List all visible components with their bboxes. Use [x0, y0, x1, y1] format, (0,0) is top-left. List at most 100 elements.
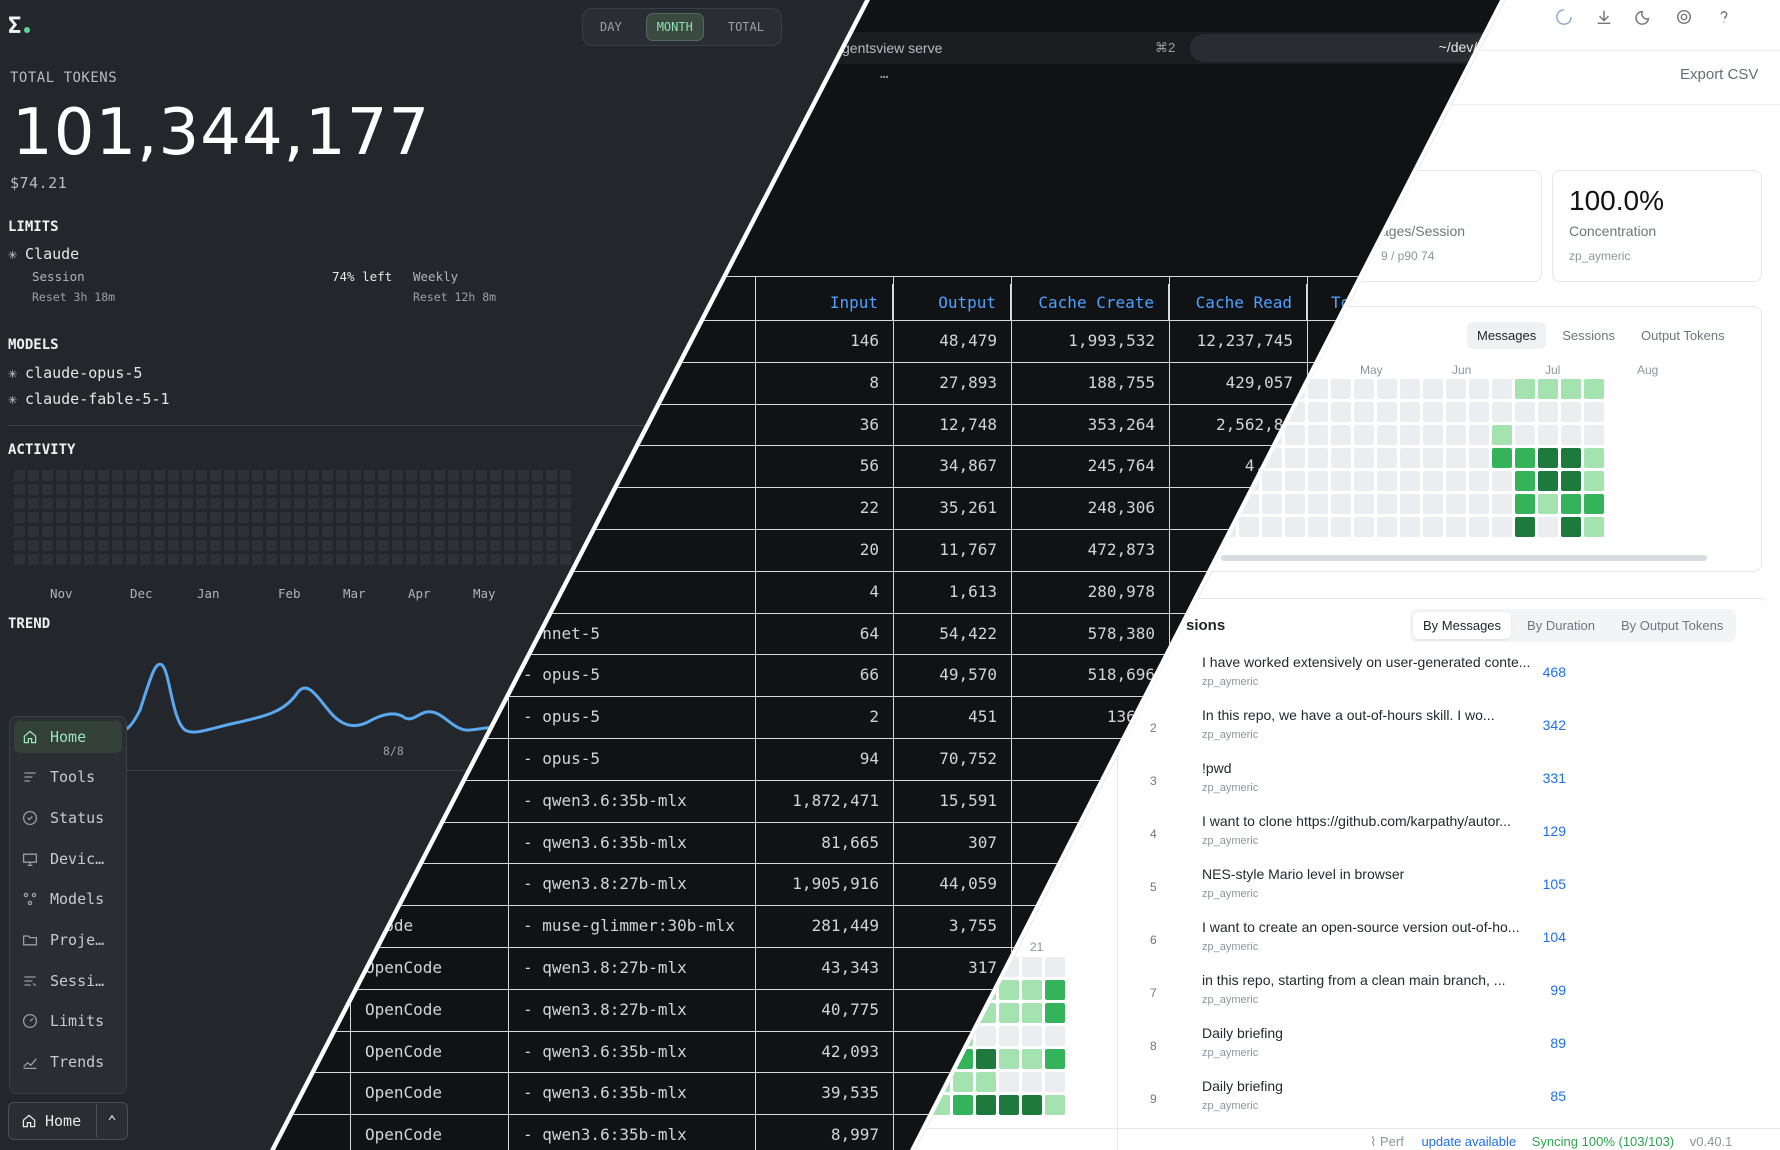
heatmap-cell[interactable]	[1045, 1003, 1065, 1023]
export-csv-button[interactable]: Export CSV	[1680, 66, 1759, 83]
heatmap-cell[interactable]	[1400, 494, 1420, 514]
heatmap-cell[interactable]	[1538, 425, 1558, 445]
heatmap-cell[interactable]	[1423, 471, 1443, 491]
heatmap-cell[interactable]	[1331, 448, 1351, 468]
heatmap-cell[interactable]	[1538, 517, 1558, 537]
heatmap-cell[interactable]	[1515, 379, 1535, 399]
heatmap-cell[interactable]	[1400, 379, 1420, 399]
heatmap-cell[interactable]	[1308, 517, 1328, 537]
nav-item-folder[interactable]: Proje…	[10, 920, 126, 961]
nav-item-tools[interactable]: Tools	[10, 757, 126, 798]
heatmap-cell[interactable]	[1308, 402, 1328, 422]
session-row[interactable]: 7 in this repo, starting from a clean ma…	[1150, 968, 1580, 1021]
heatmap-cell[interactable]	[1515, 425, 1535, 445]
heatmap-cell[interactable]	[1331, 517, 1351, 537]
heatmap-cell[interactable]	[1584, 379, 1604, 399]
heatmap-cell[interactable]	[1423, 494, 1443, 514]
heatmap-cell[interactable]	[1492, 448, 1512, 468]
heatmap-cell[interactable]	[1492, 402, 1512, 422]
tab-by-duration[interactable]: By Duration	[1527, 618, 1595, 633]
column-header[interactable]: Output	[893, 284, 1011, 320]
heatmap-cell[interactable]	[1308, 425, 1328, 445]
home-switcher-button[interactable]: Home ⌃	[8, 1102, 128, 1140]
heatmap-cell[interactable]	[1262, 471, 1282, 491]
heatmap-cell[interactable]	[976, 1072, 996, 1092]
heatmap-cell[interactable]	[1469, 494, 1489, 514]
heatmap-cell[interactable]	[999, 1026, 1019, 1046]
heatmap-cell[interactable]	[1331, 402, 1351, 422]
heatmap-cell[interactable]	[1308, 494, 1328, 514]
heatmap-cell[interactable]	[1308, 448, 1328, 468]
heatmap-cell[interactable]	[1423, 517, 1443, 537]
column-header[interactable]: Cache Read	[1169, 284, 1307, 320]
gear-icon[interactable]	[1675, 8, 1693, 26]
heatmap-cell[interactable]	[1022, 1072, 1042, 1092]
heatmap-cell[interactable]	[953, 1072, 973, 1092]
heatmap-cell[interactable]	[1584, 448, 1604, 468]
heatmap-cell[interactable]	[1538, 402, 1558, 422]
terminal-tab-title[interactable]: gentsview serve	[842, 40, 943, 56]
heatmap-cell[interactable]	[1285, 517, 1305, 537]
heatmap-cell[interactable]	[1354, 517, 1374, 537]
heatmap-cell[interactable]	[1469, 448, 1489, 468]
session-row[interactable]: I have worked extensively on user-genera…	[1150, 650, 1580, 703]
heatmap-cell[interactable]	[1492, 379, 1512, 399]
chevron-up-icon[interactable]: ⌃	[96, 1104, 127, 1138]
heatmap-cell[interactable]	[1022, 1003, 1042, 1023]
heatmap-cell[interactable]	[1423, 448, 1443, 468]
session-row[interactable]: 5 NES-style Mario level in browser zp_ay…	[1150, 862, 1580, 915]
session-row[interactable]: 6 I want to create an open-source versio…	[1150, 915, 1580, 968]
column-header[interactable]: Cache Create	[1011, 284, 1169, 320]
heatmap-cell[interactable]	[1377, 379, 1397, 399]
heatmap-cell[interactable]	[976, 1026, 996, 1046]
heatmap-cell[interactable]	[1400, 471, 1420, 491]
heatmap-cell[interactable]	[1469, 402, 1489, 422]
heatmap-cell[interactable]	[1022, 957, 1042, 977]
heatmap-cell[interactable]	[1331, 471, 1351, 491]
heatmap-cell[interactable]	[1045, 1095, 1065, 1115]
heatmap-cell[interactable]	[1045, 1072, 1065, 1092]
moon-icon[interactable]	[1635, 8, 1653, 26]
heatmap-cell[interactable]	[1045, 957, 1065, 977]
heatmap-cell[interactable]	[1331, 379, 1351, 399]
heatmap-cell[interactable]	[1239, 517, 1259, 537]
heatmap-cell[interactable]	[1561, 517, 1581, 537]
update-available-link[interactable]: update available	[1421, 1134, 1517, 1149]
heatmap-cell[interactable]	[1492, 517, 1512, 537]
heatmap-cell[interactable]	[1377, 425, 1397, 445]
session-row[interactable]: 4 I want to clone https://github.com/kar…	[1150, 809, 1580, 862]
heatmap-cell[interactable]	[1285, 494, 1305, 514]
tab-by-messages[interactable]: By Messages	[1413, 612, 1512, 639]
heatmap-cell[interactable]	[1538, 494, 1558, 514]
heatmap-cell[interactable]	[1354, 379, 1374, 399]
heatmap-cell[interactable]	[1331, 425, 1351, 445]
tab-output-tokens[interactable]: Output Tokens	[1641, 328, 1725, 343]
heatmap-cell[interactable]	[1308, 379, 1328, 399]
heatmap-cell[interactable]	[1446, 517, 1466, 537]
session-row[interactable]: 9 Daily briefing zp_aymeric 85	[1150, 1074, 1580, 1127]
range-total[interactable]: TOTAL	[727, 20, 764, 34]
heatmap-cell[interactable]	[1331, 494, 1351, 514]
heatmap-cell[interactable]	[999, 1095, 1019, 1115]
download-icon[interactable]	[1595, 8, 1613, 26]
heatmap-cell[interactable]	[1377, 471, 1397, 491]
heatmap-cell[interactable]	[1045, 1049, 1065, 1069]
nav-item-gauge[interactable]: Limits	[10, 1001, 126, 1042]
perf-link[interactable]: Perf	[1379, 1134, 1404, 1149]
heatmap-cell[interactable]	[1285, 448, 1305, 468]
session-row[interactable]: 3 !pwd zp_aymeric 331	[1150, 756, 1580, 809]
heatmap-cell[interactable]	[1561, 402, 1581, 422]
model-item[interactable]: ✳ claude-fable-5-1	[8, 390, 170, 408]
heatmap-scrollbar[interactable]	[1221, 555, 1707, 561]
heatmap-cell[interactable]	[1022, 1026, 1042, 1046]
heatmap-cell[interactable]	[1354, 448, 1374, 468]
heatmap-cell[interactable]	[1584, 517, 1604, 537]
heatmap-cell[interactable]	[1377, 402, 1397, 422]
heatmap-cell[interactable]	[1446, 402, 1466, 422]
heatmap-cell[interactable]	[1423, 379, 1443, 399]
heatmap-cell[interactable]	[1285, 471, 1305, 491]
heatmap-cell[interactable]	[999, 980, 1019, 1000]
heatmap-cell[interactable]	[1377, 494, 1397, 514]
heatmap-cell[interactable]	[1469, 379, 1489, 399]
heatmap-cell[interactable]	[999, 1072, 1019, 1092]
